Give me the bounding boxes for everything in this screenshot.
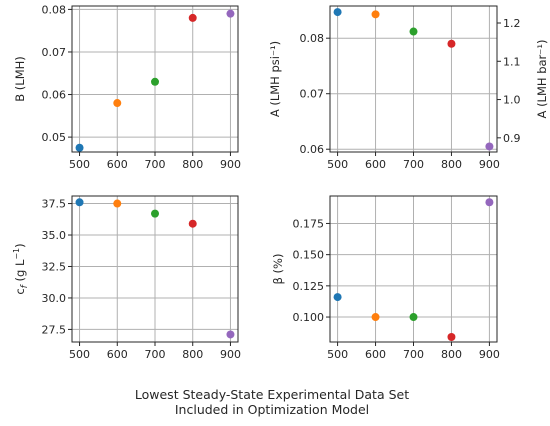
plot-frame: [329, 195, 498, 343]
x-tick-label: 700: [403, 348, 424, 361]
data-point: [485, 198, 494, 207]
y-axis-label: B (LMH): [13, 56, 27, 102]
x-tick-label: 900: [220, 158, 241, 171]
y-tick-label: 37.5: [42, 198, 67, 211]
data-point: [485, 142, 494, 151]
y-tick-label: 0.06: [42, 89, 67, 102]
y-axis-label: A (LMH psi⁻¹): [268, 41, 282, 117]
data-point: [409, 27, 418, 36]
data-point: [447, 333, 456, 342]
x-tick-label: 800: [182, 158, 203, 171]
y-tick-label: 0.150: [293, 249, 325, 262]
data-point: [447, 39, 456, 48]
x-axis-label-line-1: Lowest Steady-State Experimental Data Se…: [135, 387, 409, 402]
data-point: [151, 209, 159, 218]
y-tick-label: 0.07: [42, 46, 67, 59]
x-tick-label: 800: [441, 158, 462, 171]
y-tick-label: 27.5: [42, 323, 67, 336]
y-axis-label: β (%): [271, 254, 285, 285]
x-tick-label: 700: [403, 158, 424, 171]
panel-a: 500 600 700 800 900 0.06 0.07 0.08 0.9 1.0 1.1 1.2…: [268, 5, 549, 171]
data-point: [371, 313, 380, 322]
y-tick-label: 0.05: [42, 131, 67, 144]
x-tick-label: 900: [479, 158, 500, 171]
data-point: [188, 13, 197, 22]
x-axis-label-line-2: Included in Optimization Model: [175, 402, 369, 417]
data-point: [333, 8, 342, 17]
x-tick-label: 900: [479, 348, 500, 361]
y2-tick-label: 0.9: [503, 132, 521, 145]
data-point: [151, 77, 159, 86]
y-tick-label: 35.0: [42, 229, 67, 242]
data-point: [188, 219, 197, 228]
data-point: [113, 99, 122, 108]
data-point: [371, 10, 380, 19]
y-tick-label: 0.06: [300, 143, 325, 156]
y-tick-label: 0.08: [42, 3, 67, 16]
y2-tick-label: 1.1: [503, 55, 521, 68]
plot-frame: [71, 195, 239, 343]
y-tick-label: 30.0: [42, 292, 67, 305]
y-tick-label: 0.08: [300, 32, 325, 45]
y-axis-label: cf (g L−1): [12, 243, 30, 294]
y-tick-label: 0.07: [300, 88, 325, 101]
x-tick-label: 500: [69, 348, 90, 361]
x-tick-label: 600: [107, 158, 128, 171]
x-tick-label: 500: [327, 158, 348, 171]
y-tick-label: 0.125: [293, 280, 325, 293]
data-point: [75, 198, 84, 207]
x-tick-label: 600: [365, 158, 386, 171]
x-tick-label: 600: [107, 348, 128, 361]
data-point: [75, 143, 84, 152]
x-tick-label: 900: [220, 348, 241, 361]
data-point: [333, 293, 342, 302]
panel-b: 500 600 700 800 900 0.05 0.06 0.07 0.08 B (LMH): [13, 3, 241, 171]
x-tick-label: 500: [69, 158, 90, 171]
data-point: [409, 313, 418, 322]
panel-beta: 500 600 700 800 900 0.100 0.125 0.150 0.175 β (%…: [271, 195, 500, 361]
data-point: [226, 330, 235, 339]
x-tick-label: 600: [365, 348, 386, 361]
x-tick-label: 800: [182, 348, 203, 361]
x-tick-label: 700: [145, 158, 166, 171]
data-point: [226, 9, 235, 18]
data-point: [113, 199, 122, 208]
plot-frame: [71, 5, 239, 153]
plot-frame: [329, 5, 498, 153]
y-tick-label: 0.100: [293, 311, 325, 324]
y2-axis-label: A (LMH bar⁻¹): [535, 40, 549, 119]
y2-tick-label: 1.2: [503, 17, 521, 30]
x-tick-label: 500: [327, 348, 348, 361]
panel-cf: 500 600 700 800 900 27.5 30.0 32.5 35.0 37.5 cf (…: [12, 195, 241, 361]
y-tick-label: 32.5: [42, 260, 67, 273]
y-tick-label: 0.175: [293, 217, 325, 230]
y2-tick-label: 1.0: [503, 94, 521, 107]
x-tick-label: 800: [441, 348, 462, 361]
x-tick-label: 700: [145, 348, 166, 361]
